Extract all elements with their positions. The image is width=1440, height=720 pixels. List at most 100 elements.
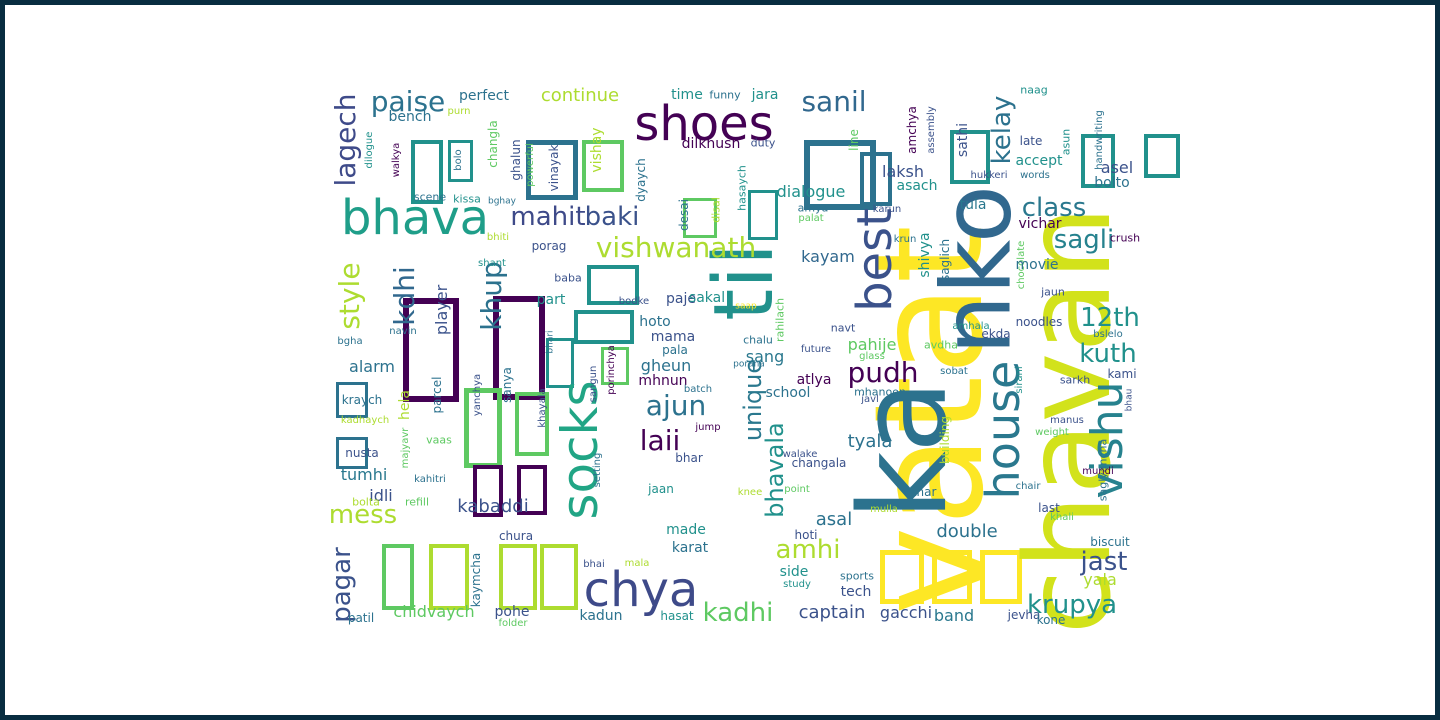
cloud-word: saglich — [938, 238, 952, 282]
cloud-word: kdhi — [388, 266, 421, 326]
cloud-word: bgha — [337, 336, 363, 347]
cloud-word: pala — [662, 343, 688, 357]
cloud-word: made — [666, 522, 706, 538]
cloud-word: jaun — [1041, 285, 1065, 299]
cloud-word: manus — [1050, 415, 1084, 426]
cloud-word: bhiti — [486, 232, 510, 243]
cloud-word: accept — [1015, 153, 1063, 169]
cloud-word: bhar — [675, 451, 703, 465]
cloud-word: handwriting — [1094, 110, 1105, 170]
cloud-word: khali — [1050, 512, 1074, 523]
cloud-word: sirani — [1014, 366, 1025, 394]
cloud-word: jast — [1080, 547, 1128, 577]
cloud-word: changla — [486, 120, 500, 168]
cloud-word: last — [1038, 501, 1060, 515]
cloud-word: side — [779, 564, 809, 580]
cloud-word: powerful — [525, 143, 536, 187]
cloud-word: lagech — [329, 93, 362, 187]
cloud-word: patil — [347, 611, 375, 625]
cloud-word: style — [333, 262, 366, 330]
cloud-word: pohe — [494, 604, 530, 620]
cloud-word: chya — [583, 562, 699, 618]
cloud-word: ekda — [981, 327, 1011, 341]
cloud-word: desai — [677, 199, 691, 231]
cloud-word: scene — [413, 190, 447, 204]
cloud-word: kadun — [579, 608, 623, 624]
cloud-word: saap — [735, 301, 757, 312]
cloud-word: hoto — [639, 314, 671, 330]
cloud-word: perfect — [459, 88, 509, 104]
cloud-word: shivya — [917, 232, 933, 278]
cloud-word: asach — [896, 178, 938, 194]
missing-glyph-box — [429, 544, 469, 610]
cloud-word: kayam — [801, 247, 855, 266]
cloud-word: part — [536, 292, 566, 308]
cloud-word: baba — [554, 271, 582, 285]
cloud-word: paje — [666, 291, 696, 307]
cloud-word: glass — [859, 351, 885, 362]
cloud-word: pudh — [847, 356, 919, 389]
cloud-word: sagli — [1053, 225, 1115, 255]
missing-glyph-box — [473, 465, 503, 517]
cloud-word: sathi — [955, 122, 971, 158]
missing-glyph-box — [860, 152, 892, 206]
cloud-word: bolo — [453, 149, 464, 171]
cloud-word: knee — [737, 487, 763, 498]
cloud-word: yala — [1083, 570, 1117, 589]
cloud-word: mhanoon — [854, 385, 906, 399]
cloud-word: krupya — [1026, 590, 1118, 620]
cloud-word: jevha — [1007, 608, 1041, 622]
cloud-word: kadhi — [702, 598, 774, 628]
cloud-word: bolto — [1094, 175, 1130, 191]
cloud-word: khup — [475, 261, 508, 331]
cloud-word: navin — [389, 326, 417, 337]
cloud-word: yanchya — [472, 373, 483, 417]
cloud-word: batch — [683, 384, 713, 395]
cloud-word: bolta — [352, 495, 380, 509]
cloud-word: navt — [830, 321, 856, 335]
missing-glyph-box — [336, 437, 368, 469]
cloud-word: shant — [478, 258, 506, 269]
cloud-word: bhau — [1124, 388, 1135, 412]
cloud-word: time — [671, 87, 703, 103]
cloud-word: bench — [388, 109, 432, 125]
cloud-word: continue — [540, 85, 620, 106]
cloud-word: amhala — [952, 321, 990, 332]
cloud-word: mulla — [870, 504, 898, 515]
cloud-word: bghay — [488, 196, 516, 207]
cloud-word: mahit — [510, 202, 586, 232]
cloud-word: player — [432, 284, 451, 336]
cloud-word: building — [938, 415, 952, 465]
missing-glyph-box — [448, 140, 473, 182]
missing-glyph-box — [540, 544, 578, 610]
cloud-word: kabaddi — [457, 496, 529, 517]
cloud-word: movie — [1015, 257, 1059, 273]
cloud-word: bodke — [618, 296, 650, 307]
cloud-word: karat — [671, 540, 709, 556]
cloud-word: kuth — [1079, 339, 1137, 369]
missing-glyph-box — [336, 382, 368, 418]
cloud-word: asal — [815, 509, 853, 530]
cloud-word: jara — [751, 87, 779, 103]
cloud-word: sang — [745, 347, 785, 366]
cloud-word: words — [1020, 170, 1050, 181]
cloud-word: rahilach — [773, 297, 787, 343]
cloud-word: walake — [782, 449, 818, 460]
missing-glyph-box — [382, 544, 414, 610]
cloud-word: bhai — [583, 559, 605, 570]
cloud-word: laii — [639, 424, 681, 457]
cloud-word: sanya — [500, 367, 514, 403]
missing-glyph-box — [499, 544, 537, 610]
cloud-word: vishay — [589, 127, 605, 173]
cloud-word: mala — [624, 558, 650, 569]
cloud-word: vichar — [1018, 216, 1062, 232]
cloud-word: amya — [797, 201, 829, 215]
cloud-word: sangun — [588, 365, 599, 403]
cloud-word: jaan — [648, 482, 674, 496]
cloud-word: changala — [791, 456, 847, 470]
cloud-word: noodles — [1015, 315, 1063, 329]
missing-glyph-box — [517, 465, 547, 515]
cloud-word: tech — [840, 584, 872, 600]
cloud-word: porana — [733, 359, 765, 370]
missing-glyph-box — [582, 140, 624, 192]
